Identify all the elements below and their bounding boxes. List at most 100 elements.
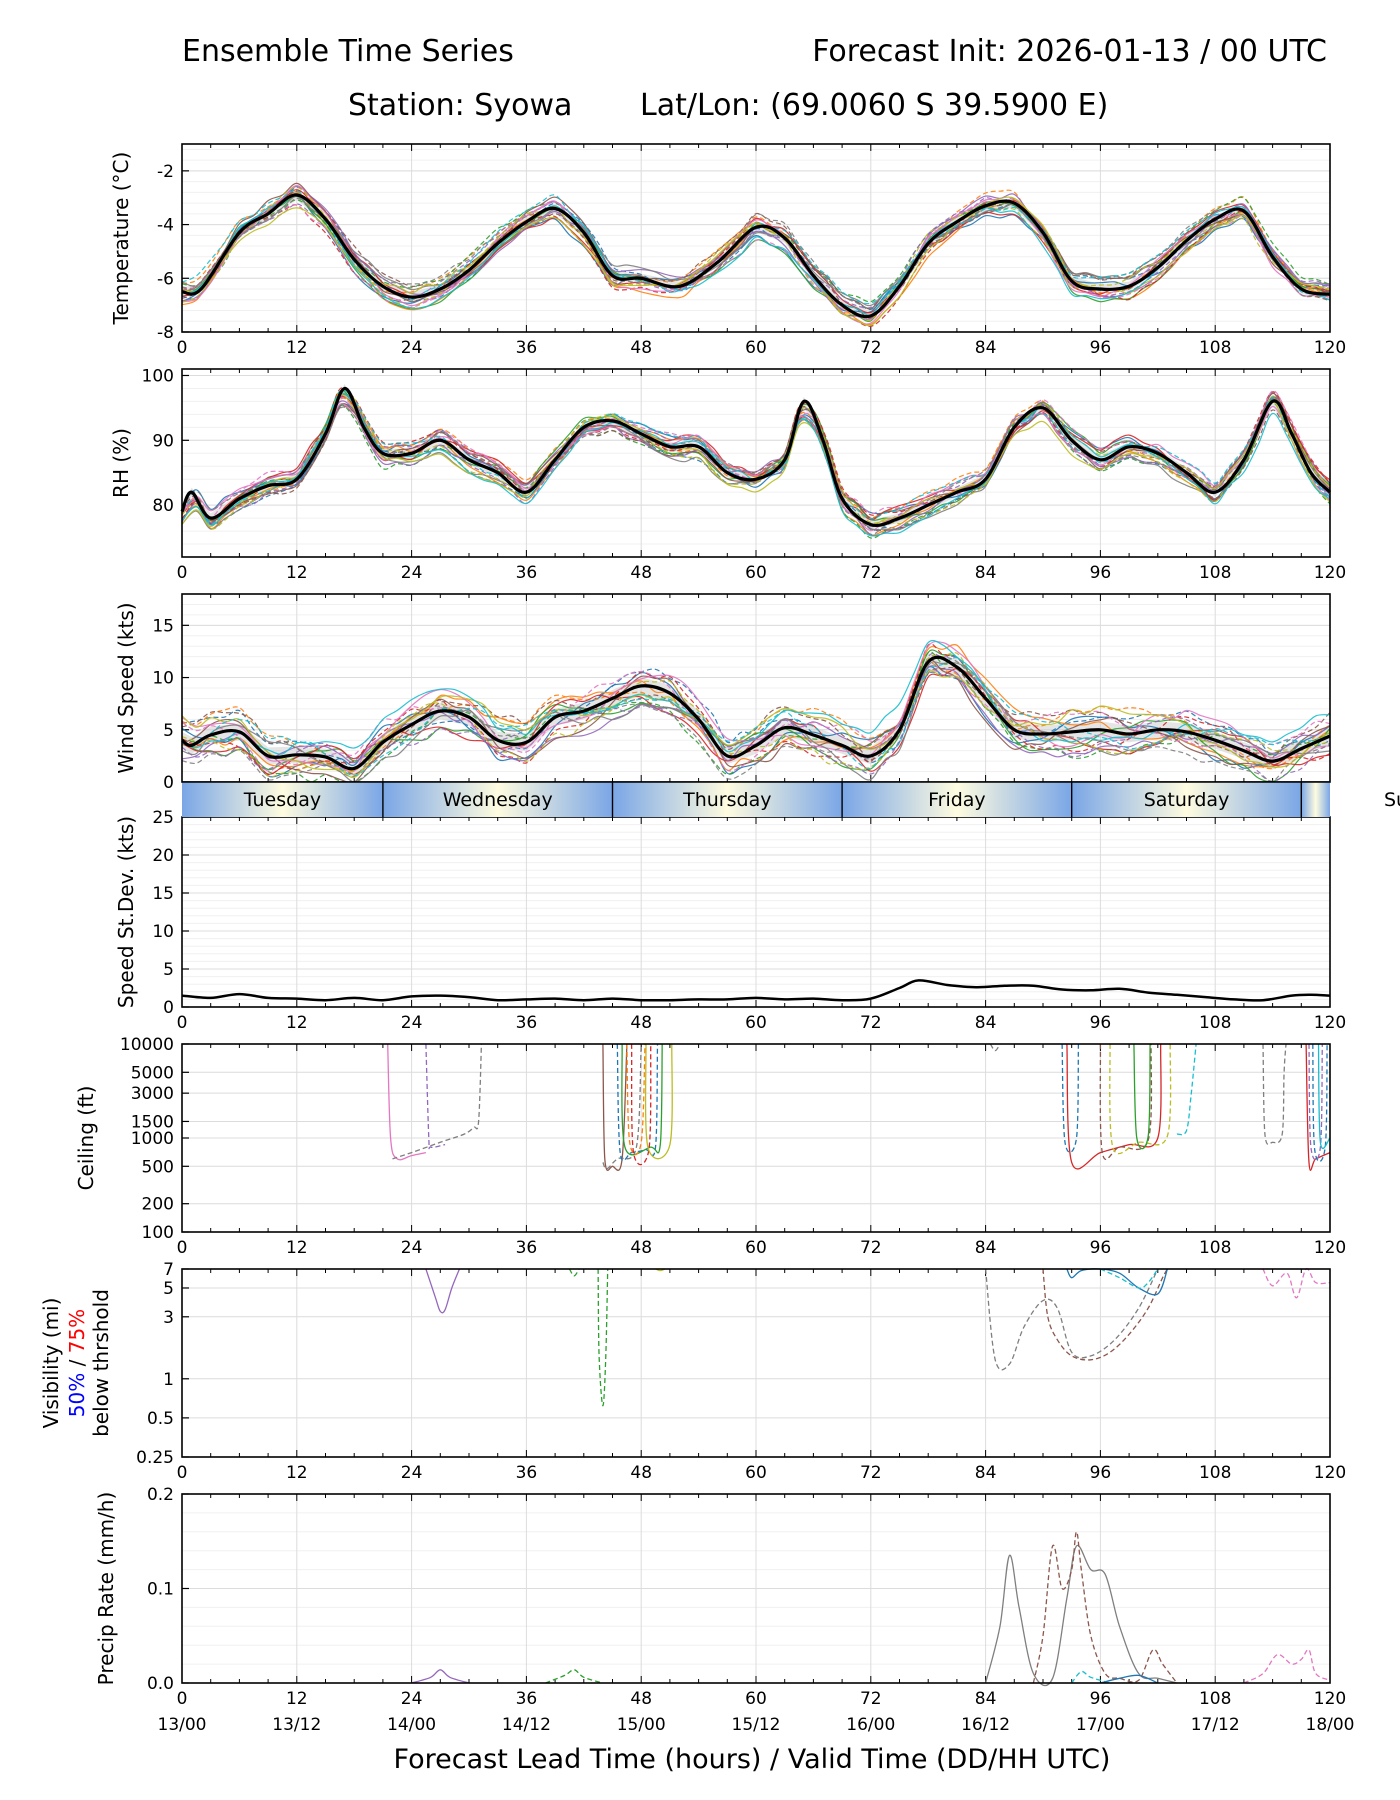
ensemble-member-line xyxy=(989,1043,1001,1052)
visibility-separator: / xyxy=(65,1353,89,1372)
y-tick-label: 1 xyxy=(163,1370,174,1390)
visibility-threshold-label: 50% / 75% xyxy=(65,1309,89,1417)
temperature-axes-frame xyxy=(181,143,1331,333)
ensemble-member-line xyxy=(392,1043,483,1160)
x-tick-label: 60 xyxy=(745,338,767,358)
ensemble-member-line xyxy=(181,190,1331,319)
x-axis-label: Forecast Lead Time (hours) / Valid Time … xyxy=(394,1744,1111,1775)
day-band-segment xyxy=(842,782,1072,817)
day-label: Wednesday xyxy=(443,789,553,811)
x-tick-label: 36 xyxy=(516,563,538,583)
forecast-init: Forecast Init: 2026-01-13 / 00 UTC xyxy=(812,34,1327,69)
x-tick-label: 96 xyxy=(1090,338,1112,358)
x-tick-label: 120 xyxy=(1314,1689,1346,1709)
x-tick-label: 84 xyxy=(975,338,997,358)
visibility-series xyxy=(425,1268,1331,1407)
ensemble-member-line xyxy=(181,662,1331,776)
relative-humidity-series xyxy=(180,383,1332,539)
x-tick-label: 72 xyxy=(860,1238,882,1258)
y-tick-label: 5 xyxy=(163,721,174,741)
x-tick-label: 108 xyxy=(1199,338,1231,358)
x-tick-label: 60 xyxy=(745,1013,767,1033)
panel-precip-rate: 0.0 0.1 0.2 0 12 24 36 48 60 72 84 96 108 120 Precip R… xyxy=(94,1485,1346,1709)
y-tick-label: 25 xyxy=(152,808,174,828)
x-tick-label: 48 xyxy=(630,1238,652,1258)
y-tick-label: -6 xyxy=(157,269,174,289)
x-tick-label: 84 xyxy=(975,1013,997,1033)
ensemble-member-line xyxy=(181,639,1331,755)
ensemble-member-line xyxy=(181,654,1331,782)
day-band-segment xyxy=(182,782,383,817)
wind-speed-series xyxy=(181,639,1331,784)
ensemble-member-line xyxy=(1133,1043,1151,1150)
day-band: Tuesday Wednesday Thursday Friday Saturday Su xyxy=(182,781,1400,817)
ensemble-mean-line xyxy=(181,193,1331,319)
valid-time-label: 15/12 xyxy=(732,1715,781,1735)
ensemble-member-line xyxy=(1305,1043,1331,1171)
x-tick-label: 108 xyxy=(1199,1238,1231,1258)
valid-time-label: 14/00 xyxy=(387,1715,436,1735)
day-label: Thursday xyxy=(682,789,771,811)
x-tick-label: 72 xyxy=(860,1013,882,1033)
x-tick-label: 36 xyxy=(516,1013,538,1033)
visibility-75pct-label: 75% xyxy=(65,1309,89,1353)
x-tick-label: 120 xyxy=(1314,1238,1346,1258)
ensemble-member-line xyxy=(621,1043,663,1156)
ensemble-member-line xyxy=(630,1043,652,1166)
precip-rate-axes-frame xyxy=(181,1493,1331,1684)
y-tick-label: 0.25 xyxy=(136,1448,174,1468)
ensemble-member-line xyxy=(181,199,1331,321)
temperature-gridlines xyxy=(181,144,1331,333)
ensemble-member-line xyxy=(1042,1268,1168,1361)
x-tick-label: 12 xyxy=(286,563,308,583)
y-tick-label: 0.5 xyxy=(147,1409,174,1429)
y-tick-label: 100 xyxy=(142,1223,174,1243)
station-latlon: Lat/Lon: (69.0060 S 39.5900 E) xyxy=(640,88,1109,123)
ensemble-member-line xyxy=(1317,1043,1331,1149)
y-tick-label: 100 xyxy=(142,366,174,386)
visibility-axes-frame xyxy=(181,1268,1331,1458)
speed-stdev-y-axis-label: Speed St.Dev. (kts) xyxy=(114,816,138,1008)
ensemble-member-line xyxy=(181,196,1331,303)
precip-rate-gridlines xyxy=(181,1493,1331,1684)
y-tick-label: 0.0 xyxy=(147,1674,174,1694)
x-tick-label: 84 xyxy=(975,563,997,583)
stdev-line xyxy=(181,979,1331,1002)
y-tick-label: 200 xyxy=(142,1195,174,1215)
x-tick-label: 96 xyxy=(1090,563,1112,583)
ensemble-member-line xyxy=(1099,1043,1153,1160)
x-tick-label: 60 xyxy=(745,1238,767,1258)
x-tick-label: 48 xyxy=(630,1013,652,1033)
day-label: Su xyxy=(1384,789,1400,811)
ensemble-member-line xyxy=(181,189,1331,305)
x-tick-label: 24 xyxy=(401,1013,423,1033)
ensemble-member-line xyxy=(545,1669,604,1684)
x-tick-label: 72 xyxy=(860,1463,882,1483)
x-tick-label: 24 xyxy=(401,338,423,358)
x-tick-label: 96 xyxy=(1090,1238,1112,1258)
valid-time-label: 18/00 xyxy=(1306,1715,1355,1735)
x-tick-label: 36 xyxy=(516,1238,538,1258)
ensemble-member-line xyxy=(181,397,1331,536)
y-tick-label: 3 xyxy=(163,1308,174,1328)
x-tick-label: 0 xyxy=(177,1689,188,1709)
x-tick-label: 96 xyxy=(1090,1463,1112,1483)
ensemble-member-line xyxy=(984,1268,1159,1371)
x-tick-label: 60 xyxy=(745,1689,767,1709)
panel-relative-humidity: 80 90 100 0 12 24 36 48 60 72 84 96 108 120 RH (%) xyxy=(109,366,1346,583)
valid-time-label: 14/12 xyxy=(502,1715,551,1735)
x-tick-label: 24 xyxy=(401,1238,423,1258)
valid-time-label: 13/12 xyxy=(272,1715,321,1735)
x-tick-label: 0 xyxy=(177,338,188,358)
y-tick-label: 10 xyxy=(152,669,174,689)
visibility-below-threshold-label: below thrshold xyxy=(89,1289,113,1437)
day-label: Friday xyxy=(928,789,986,811)
x-tick-label: 96 xyxy=(1090,1013,1112,1033)
y-tick-label: 10 xyxy=(152,922,174,942)
x-tick-label: 36 xyxy=(516,1463,538,1483)
x-tick-label: 120 xyxy=(1314,1013,1346,1033)
x-tick-label: 48 xyxy=(630,338,652,358)
valid-time-label: 17/00 xyxy=(1076,1715,1125,1735)
y-tick-label: 0.2 xyxy=(147,1485,174,1505)
